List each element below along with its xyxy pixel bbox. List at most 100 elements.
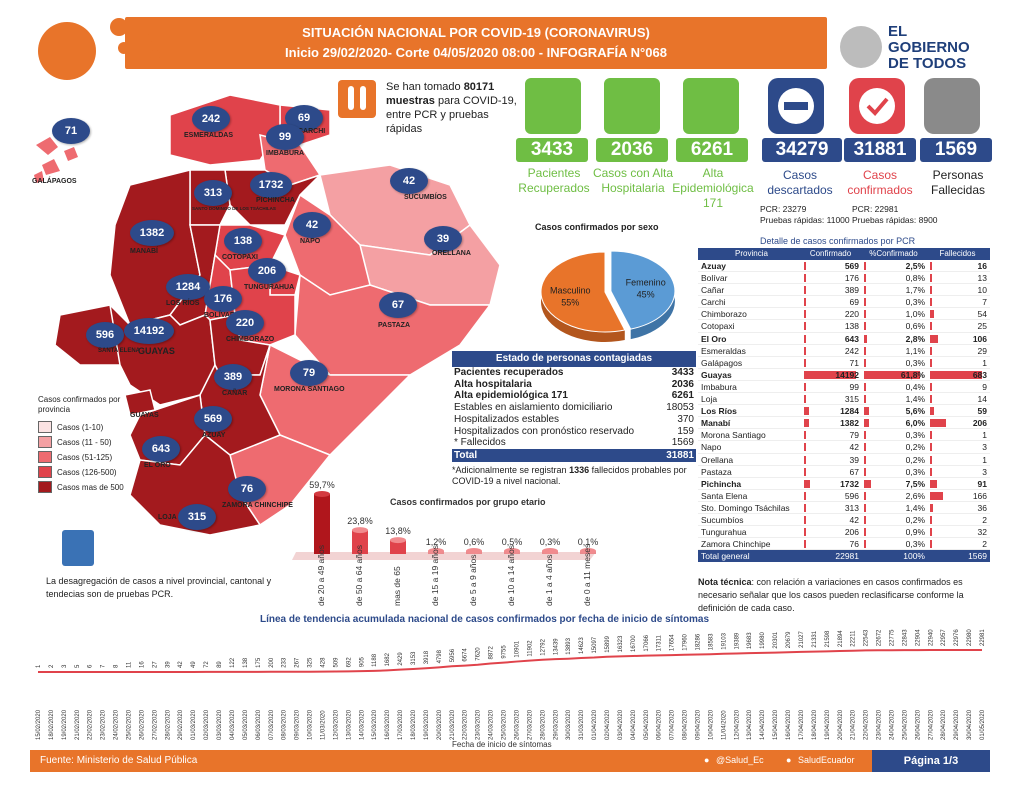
kpi-hospital-discharge-value: 2036 xyxy=(596,138,668,162)
trend-date-label: 03/04/2020 xyxy=(618,709,624,740)
table-row: Tungurahua 206 0,9% 32 xyxy=(698,526,990,539)
trend-date-label: 16/03/2020 xyxy=(385,709,391,740)
age-value-label: 23,8% xyxy=(347,516,373,526)
trend-value-label: 22904 xyxy=(915,629,921,646)
trend-date-label: 10/04/2020 xyxy=(708,709,714,740)
trend-date-label: 05/04/2020 xyxy=(644,709,650,740)
data-bar xyxy=(930,503,933,512)
trend-value-label: 22980 xyxy=(967,629,973,646)
age-chart-title: Casos confirmados por grupo etario xyxy=(390,497,546,507)
trend-date-label: 20/04/2020 xyxy=(838,709,844,740)
trend-date-label: 26/04/2020 xyxy=(915,709,921,740)
trend-date-label: 26/02/2020 xyxy=(139,709,145,740)
trend-value-label: 6674 xyxy=(463,648,469,662)
trend-date-label: 23/04/2020 xyxy=(877,709,883,740)
province-label: PASTAZA xyxy=(378,322,411,329)
trend-value-label: 905 xyxy=(359,656,365,667)
state-row: Hospitalizados con pronóstico reservado 1… xyxy=(454,425,694,437)
galapagos-islands xyxy=(34,137,78,183)
trend-value-label: 19683 xyxy=(747,632,753,649)
recovered-patients-icon xyxy=(525,78,581,134)
trend-date-label: 11/03/2020 xyxy=(320,710,326,740)
data-bar xyxy=(864,274,866,283)
province-bubble: 138 xyxy=(224,228,262,254)
data-bar xyxy=(930,515,932,524)
province-bubble: 1732 xyxy=(250,172,292,198)
trend-date-label: 11/04/2020 xyxy=(721,710,727,740)
province-label: LOS RÍOS xyxy=(166,300,200,307)
table-row: Zamora Chinchipe 76 0,3% 2 xyxy=(698,538,990,551)
data-bar xyxy=(930,431,932,440)
age-bar-top xyxy=(504,548,520,554)
data-bar xyxy=(804,455,806,464)
trend-value-label: 21331 xyxy=(812,630,818,647)
trend-date-label: 09/03/2020 xyxy=(295,709,301,740)
twitter-icon: ● xyxy=(704,755,710,765)
province-bubble: 220 xyxy=(226,310,264,336)
table-row: Morona Santiago 79 0,3% 1 xyxy=(698,429,990,442)
province-bubble: 176 xyxy=(204,286,242,312)
data-bar xyxy=(930,395,932,404)
footer-bar: Fuente: Ministerio de Salud Pública xyxy=(30,750,990,772)
trend-value-label: 7620 xyxy=(476,647,482,661)
age-category-label: de 5 a 9 años xyxy=(468,554,478,606)
province-label: TUNGURAHUA xyxy=(244,284,295,291)
test-tubes-icon xyxy=(338,80,376,118)
trend-value-label: 22957 xyxy=(941,629,947,646)
trend-date-label: 12/04/2020 xyxy=(734,709,740,740)
trend-value-label: 6 xyxy=(88,664,94,668)
trend-value-label: 325 xyxy=(308,657,314,668)
data-bar xyxy=(930,491,943,500)
data-bar xyxy=(930,286,932,295)
trend-value-label: 21027 xyxy=(799,631,805,648)
data-bar xyxy=(864,334,867,343)
trend-date-label: 15/02/2020 xyxy=(36,709,42,740)
data-bar xyxy=(930,443,932,452)
trend-value-label: 42 xyxy=(178,661,184,668)
province-label: GALÁPAGOS xyxy=(32,178,77,185)
kpi-confirmed-value: 31881 xyxy=(844,138,916,162)
trend-value-label: 13893 xyxy=(566,637,572,654)
virus-icon xyxy=(150,50,160,60)
trend-value-label: 22976 xyxy=(954,629,960,646)
data-bar xyxy=(804,431,806,440)
state-row: Estables en aislamiento domiciliario 1805… xyxy=(454,402,694,414)
trend-value-label: 1 xyxy=(36,664,42,668)
data-bar xyxy=(930,528,933,537)
trend-date-label: 31/03/2020 xyxy=(579,709,585,740)
mourning-ribbon-icon xyxy=(924,78,980,134)
header-subtitle: Inicio 29/02/2020- Corte 04/05/2020 08:0… xyxy=(285,45,667,60)
table-row: Cotopaxi 138 0,6% 25 xyxy=(698,320,990,333)
age-bar-top xyxy=(428,548,444,554)
legend-item: Casos (1-10) xyxy=(38,421,148,433)
trend-value-label: 22543 xyxy=(864,629,870,646)
trend-date-label: 06/03/2020 xyxy=(256,709,262,740)
province-label: SANTA ELENA xyxy=(98,348,140,354)
data-bar xyxy=(804,467,806,476)
trend-line-chart: 1 15/02/2020 2 18/02/2020 3 19/02/2020 5 21/02/… xyxy=(36,629,986,740)
map-note: La desagregación de casos a nivel provin… xyxy=(46,576,272,599)
trend-date-label: 09/04/2020 xyxy=(696,709,702,740)
age-bar xyxy=(314,494,330,554)
trend-date-label: 27/04/2020 xyxy=(928,709,934,740)
table-row: El Oro 643 2,8% 106 xyxy=(698,333,990,345)
map-legend: Casos confirmados por provincia Casos (1… xyxy=(38,395,148,496)
facebook-handle[interactable]: SaludEcuador xyxy=(798,755,855,765)
trend-date-label: 21/02/2020 xyxy=(75,709,81,740)
data-bar xyxy=(930,370,982,379)
data-bar xyxy=(930,382,932,391)
twitter-handle[interactable]: @Salud_Ec xyxy=(716,755,764,765)
data-bar xyxy=(804,443,806,452)
trend-value-label: 267 xyxy=(295,657,301,668)
data-bar xyxy=(864,407,870,416)
age-value-label: 0,1% xyxy=(578,537,599,547)
confirmed-icon xyxy=(849,78,905,134)
virus-icon xyxy=(118,42,130,54)
state-row: Alta hospitalaria 2036 xyxy=(454,378,694,390)
trend-value-label: 138 xyxy=(243,657,249,668)
table-row: Loja 315 1,4% 14 xyxy=(698,393,990,406)
age-bar-top xyxy=(390,537,406,544)
virus-icon xyxy=(110,18,128,36)
trend-value-label: 10901 xyxy=(514,640,520,657)
technical-note: Nota técnica: con relación a variaciones… xyxy=(698,577,964,613)
